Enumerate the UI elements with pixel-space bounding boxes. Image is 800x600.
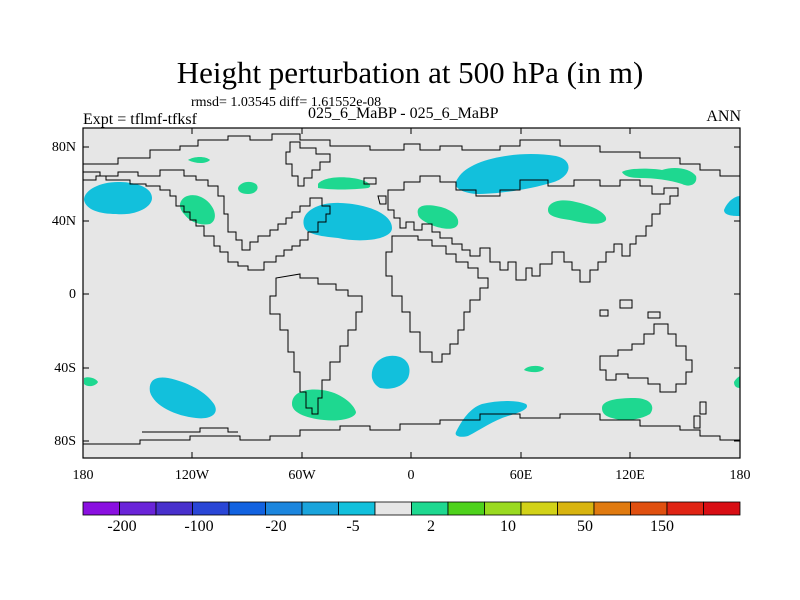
negative-anomaly-east-edge: [724, 196, 740, 216]
colorbar-box: [192, 501, 230, 516]
coastline-north-america: [83, 169, 331, 271]
positive-anomaly-canada: [238, 181, 258, 194]
negative-anomaly-south-atlantic: [371, 355, 410, 389]
lat-tick-label: 40N: [51, 214, 76, 229]
coastline-greenland: [285, 141, 331, 187]
colorbar-box: [338, 501, 376, 516]
positive-anomaly-greenland: [318, 177, 371, 190]
colorbar-label: -20: [265, 518, 287, 535]
coastline-iceland-uk: [363, 177, 387, 205]
colorbar-box: [411, 501, 449, 516]
negative-anomaly-north-atlantic: [303, 202, 392, 241]
map-title: Height perturbation at 500 hPa (in m): [176, 55, 644, 90]
colorbar-box: [155, 501, 193, 516]
colorbar-box: [666, 501, 704, 516]
lon-tick-label: 120E: [615, 468, 645, 483]
coastline-south-america: [269, 273, 363, 415]
case-subtitle: 025_6_MaBP - 025_6_MaBP: [308, 105, 499, 122]
positive-anomaly-west-edge: [84, 377, 98, 387]
colorbar-label: -100: [184, 518, 214, 535]
positive-anomaly-europe: [417, 205, 459, 229]
positive-anomaly-indian-small: [524, 365, 544, 373]
coastline-arctic: [83, 133, 740, 177]
lat-tick-label: 0: [69, 287, 76, 302]
lon-tick-label: 60W: [288, 468, 316, 483]
colorbar-box: [228, 501, 266, 516]
season-label: ANN: [706, 108, 741, 125]
positive-anomaly-arctic-west: [188, 157, 210, 163]
colorbar-label: -5: [346, 518, 360, 535]
positive-anomaly-east-edge: [734, 376, 740, 388]
colorbar-label: 150: [650, 518, 674, 535]
rmsd-diff-stats: rmsd= 1.03545 diff= 1.61552e-08: [191, 95, 382, 110]
lat-tick-label: 80N: [51, 140, 76, 155]
colorbar-box: [593, 501, 631, 516]
colorbar-label: -200: [107, 518, 137, 535]
negative-anomaly-north-pacific-west: [455, 154, 569, 194]
colorbar-box: [82, 501, 120, 516]
positive-anomaly-north-america: [180, 195, 215, 225]
map-ticks: [83, 128, 740, 458]
lat-tick-label: 80S: [54, 434, 76, 449]
coastline-australia: [599, 323, 693, 393]
colorbar-box: [484, 501, 522, 516]
colorbar-label: 10: [500, 518, 516, 535]
colorbar-box: [557, 501, 595, 516]
lon-tick-label: 180: [729, 468, 751, 483]
coastline-new-zealand: [693, 401, 707, 429]
lon-tick-label: 120W: [174, 468, 210, 483]
colorbar-box: [630, 501, 668, 516]
colorbar: [82, 501, 741, 516]
negative-anomaly-south-pacific: [149, 377, 216, 419]
coastlines: [83, 133, 740, 445]
colorbar-box: [265, 501, 303, 516]
lon-tick-label: 60E: [509, 468, 533, 483]
colorbar-box: [119, 501, 157, 516]
colorbar-box: [447, 501, 485, 516]
coastline-maritime: [599, 299, 661, 319]
positive-anomaly-siberia: [622, 168, 697, 186]
positive-anomaly-south-indian: [602, 398, 653, 421]
negative-anomaly-southern-indian: [455, 401, 528, 437]
positive-anomaly-north-pacific-center: [548, 200, 607, 224]
anomaly-shading: [84, 154, 740, 437]
positive-anomaly-south-atlantic-2: [292, 389, 356, 421]
colorbar-box: [703, 501, 741, 516]
colorbar-label: 50: [577, 518, 593, 535]
colorbar-box: [301, 501, 339, 516]
colorbar-box: [520, 501, 558, 516]
coastline-antarctica: [83, 413, 740, 445]
colorbar-label: 2: [427, 518, 435, 535]
lon-tick-label: 0: [407, 468, 415, 483]
coastline-eurasia: [387, 175, 679, 283]
lon-tick-label: 180: [72, 468, 94, 483]
coastline-africa: [385, 235, 489, 363]
colorbar-box: [374, 501, 412, 516]
negative-anomaly-north-pacific-east: [84, 182, 152, 215]
coastline-antarctic-peninsula: [142, 427, 238, 433]
lat-tick-label: 40S: [54, 361, 76, 376]
experiment-label: Expt = tflmf-tfksf: [83, 111, 197, 128]
